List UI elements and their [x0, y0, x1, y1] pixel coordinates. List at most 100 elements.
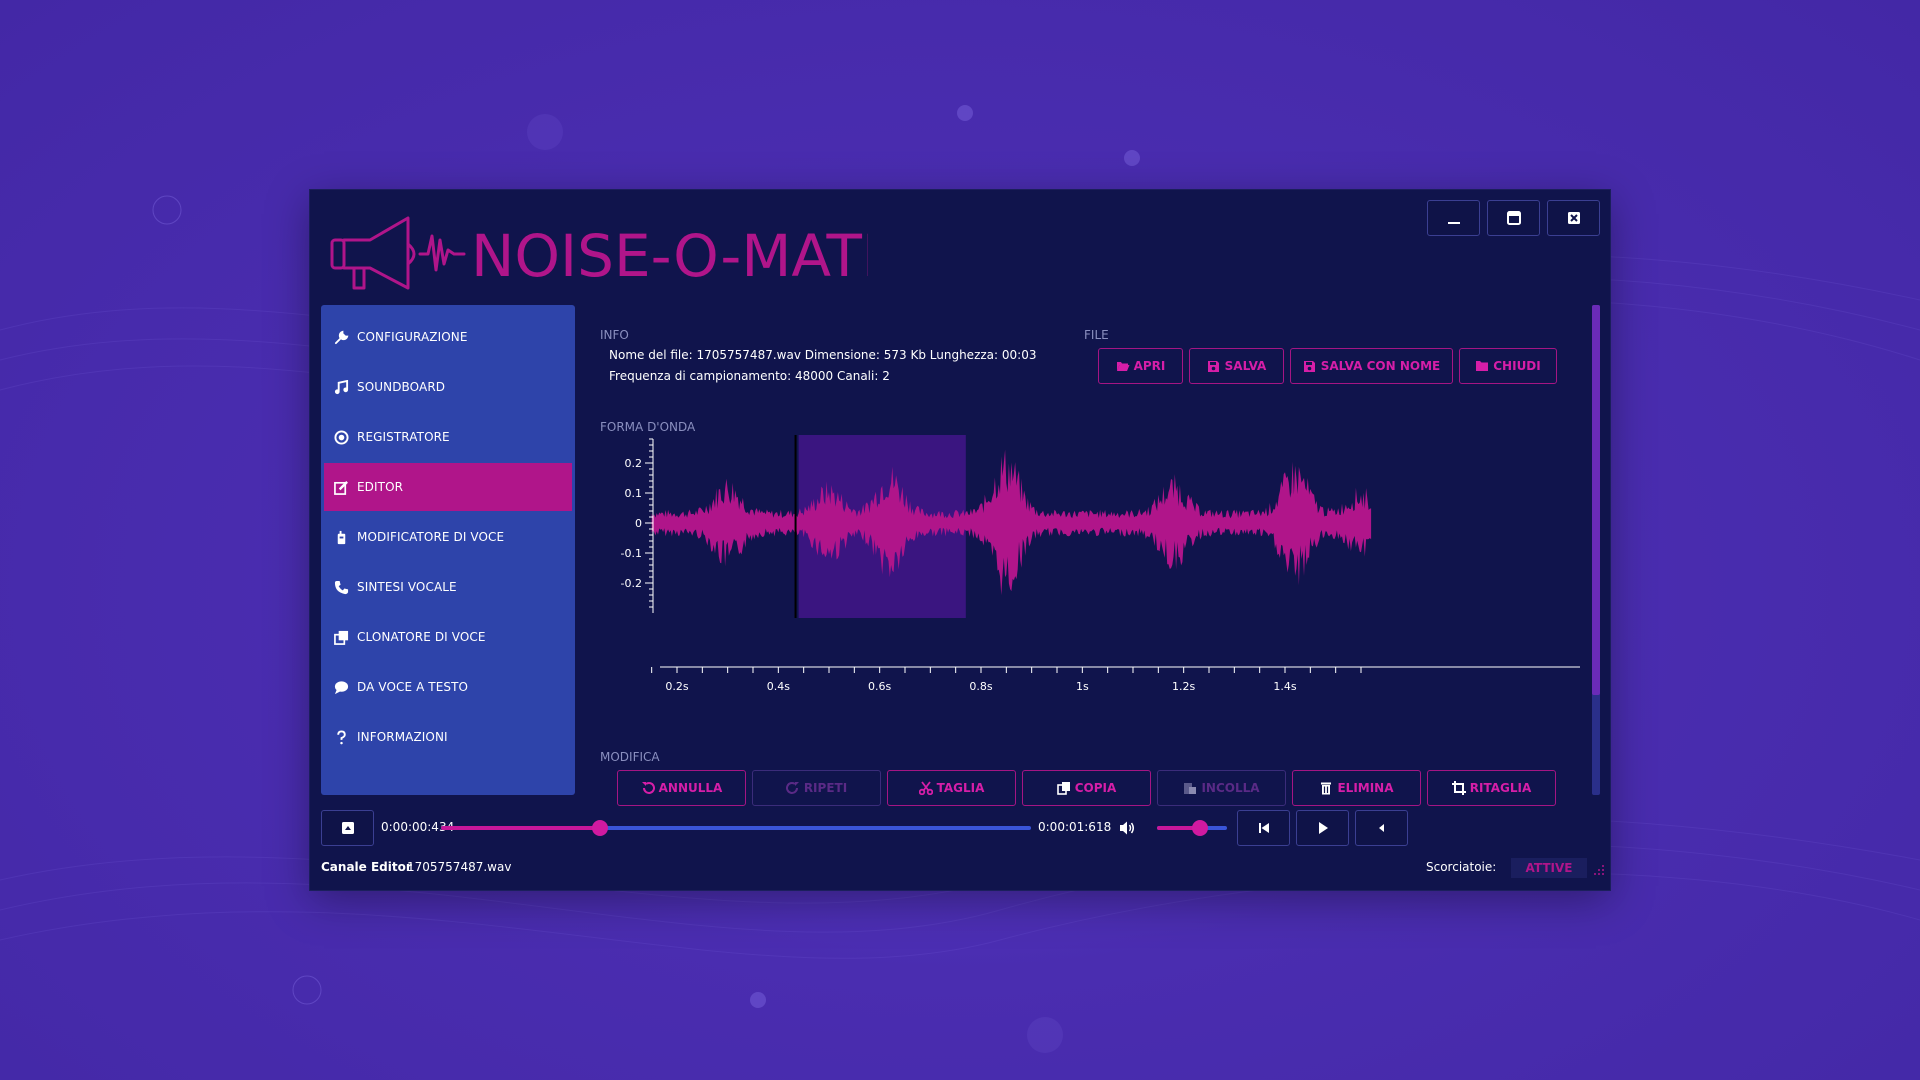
waveform-chart[interactable]: 0.2 0.1 0 -0.1 -0.2 [600, 435, 1600, 660]
vertical-scrollbar[interactable] [1592, 305, 1600, 795]
status-bar: Canale Editor 1705757487.wav Scorciatoie… [321, 858, 1604, 880]
volume-icon[interactable] [1119, 820, 1135, 840]
wrench-icon [333, 329, 349, 345]
redo-button-label: RIPETI [803, 781, 848, 795]
play-button[interactable] [1296, 810, 1349, 846]
sidebar-item-label: MODIFICATORE DI VOCE [357, 530, 505, 544]
shortcuts-label: Scorciatoie: [1426, 860, 1497, 874]
file-section-label: FILE [1084, 328, 1109, 342]
music-icon [333, 379, 349, 395]
cut-button[interactable]: TAGLIA [887, 770, 1016, 806]
undo-button[interactable]: ANNULLA [617, 770, 746, 806]
maximize-button[interactable] [1487, 200, 1540, 236]
y-tick-label: 0.1 [625, 487, 643, 500]
info-section-label: INFO [600, 328, 629, 342]
undo-icon [641, 781, 655, 795]
reverse-icon [1378, 824, 1384, 832]
reverse-button[interactable] [1355, 810, 1408, 846]
sidebar-item-label: CLONATORE DI VOCE [357, 630, 486, 644]
close-file-button[interactable]: CHIUDI [1459, 348, 1557, 384]
file-info-line: Nome del file: 1705757487.wav Dimensione… [609, 348, 1037, 362]
sidebar-item-editor[interactable]: EDITOR [324, 463, 572, 511]
shortcuts-status-badge[interactable]: ATTIVE [1511, 858, 1587, 878]
folder-icon [1475, 359, 1489, 373]
save-icon [1207, 359, 1221, 373]
sidebar-item-clonatore-di-voce[interactable]: CLONATORE DI VOCE [324, 613, 572, 661]
sidebar-item-label: DA VOCE A TESTO [357, 680, 469, 694]
position-slider[interactable] [441, 826, 1031, 830]
minimize-button[interactable] [1427, 200, 1480, 236]
edit-icon [333, 479, 349, 495]
save-as-button-label: SALVA CON NOME [1320, 359, 1441, 373]
redo-icon [785, 781, 800, 795]
trash-icon [1319, 781, 1333, 795]
x-tick-label: 0.6s [868, 680, 891, 693]
save-button[interactable]: SALVA [1189, 348, 1284, 384]
copy-icon [1056, 781, 1071, 795]
save-as-button[interactable]: SALVA CON NOME [1290, 348, 1453, 384]
sidebar-item-label: SINTESI VOCALE [357, 580, 457, 594]
redo-button[interactable]: RIPETI [752, 770, 881, 806]
scissors-icon [918, 781, 933, 795]
sidebar-item-sintesi-vocale[interactable]: SINTESI VOCALE [324, 563, 572, 611]
x-tick-label: 0.8s [969, 680, 992, 693]
waveform-section-label: FORMA D'ONDA [600, 420, 696, 434]
sidebar-item-label: INFORMAZIONI [357, 730, 448, 744]
sample-info-line: Frequenza di campionamento: 48000 Canali… [609, 369, 890, 383]
crop-button-label: RITAGLIA [1469, 781, 1532, 795]
phone-icon [333, 579, 349, 595]
app-logo: NOISE-O-MATIC [330, 216, 868, 290]
x-tick-label: 1s [1076, 680, 1089, 693]
volume-slider-fill [1157, 826, 1201, 830]
x-tick-label: 1.2s [1172, 680, 1195, 693]
clone-icon [333, 629, 349, 645]
sidebar-item-registratore[interactable]: REGISTRATORE [324, 413, 572, 461]
resize-grip-icon[interactable] [1593, 864, 1605, 876]
y-tick-label: -0.2 [621, 577, 642, 590]
x-tick-label: 0.4s [767, 680, 790, 693]
sidebar-item-label: SOUNDBOARD [357, 380, 446, 394]
y-tick-label: -0.1 [621, 547, 642, 560]
time-axis: 0.2s 0.4s 0.6s 0.8s 1s 1.2s 1.4s [651, 666, 1580, 693]
crop-button[interactable]: RITAGLIA [1427, 770, 1556, 806]
modifica-section-label: MODIFICA [600, 750, 660, 764]
sidebar-item-da-voce-a-testo[interactable]: DA VOCE A TESTO [324, 663, 572, 711]
close-icon [1567, 212, 1580, 224]
position-slider-thumb[interactable] [592, 820, 609, 836]
paste-button[interactable]: INCOLLA [1157, 770, 1286, 806]
copy-button-label: COPIA [1074, 781, 1117, 795]
minimize-icon [1447, 222, 1460, 224]
sidebar-item-configurazione[interactable]: CONFIGURAZIONE [324, 313, 572, 361]
editor-panel: INFO Nome del file: 1705757487.wav Dimen… [600, 305, 1600, 806]
sidebar-item-label: CONFIGURAZIONE [357, 330, 468, 344]
sidebar-item-soundboard[interactable]: SOUNDBOARD [324, 363, 572, 411]
delete-button[interactable]: ELIMINA [1292, 770, 1421, 806]
crop-icon [1451, 781, 1466, 795]
volume-slider-thumb[interactable] [1192, 820, 1209, 836]
close-button[interactable] [1547, 200, 1600, 236]
sidebar-item-modificatore-di-voce[interactable]: MODIFICATORE DI VOCE [324, 513, 572, 561]
delete-button-label: ELIMINA [1337, 781, 1394, 795]
walkie-talkie-icon [333, 529, 349, 545]
play-icon [1318, 822, 1328, 834]
paste-icon [1183, 781, 1197, 795]
x-tick-label: 1.4s [1273, 680, 1296, 693]
maximize-icon [1506, 211, 1521, 225]
paste-button-label: INCOLLA [1201, 781, 1260, 795]
app-window: NOISE-O-MATIC CONFIGURAZIONE SOUNDBOARD … [310, 190, 1610, 890]
skip-back-button[interactable] [1237, 810, 1290, 846]
collapse-button[interactable] [321, 810, 374, 846]
copy-button[interactable]: COPIA [1022, 770, 1151, 806]
sidebar-item-label: REGISTRATORE [357, 430, 450, 444]
eject-icon [341, 822, 354, 834]
total-time: 0:00:01:618 [1038, 820, 1112, 834]
y-minor-ticks [645, 438, 653, 608]
undo-button-label: ANNULLA [658, 781, 723, 795]
scrollbar-thumb[interactable] [1592, 305, 1600, 695]
current-time: 0:00:00:434 [381, 820, 455, 834]
open-button[interactable]: APRI [1098, 348, 1183, 384]
megaphone-icon [330, 216, 466, 290]
sidebar: CONFIGURAZIONE SOUNDBOARD REGISTRATORE E… [321, 305, 575, 795]
sidebar-item-informazioni[interactable]: INFORMAZIONI [324, 713, 572, 761]
x-tick-label: 0.2s [665, 680, 688, 693]
